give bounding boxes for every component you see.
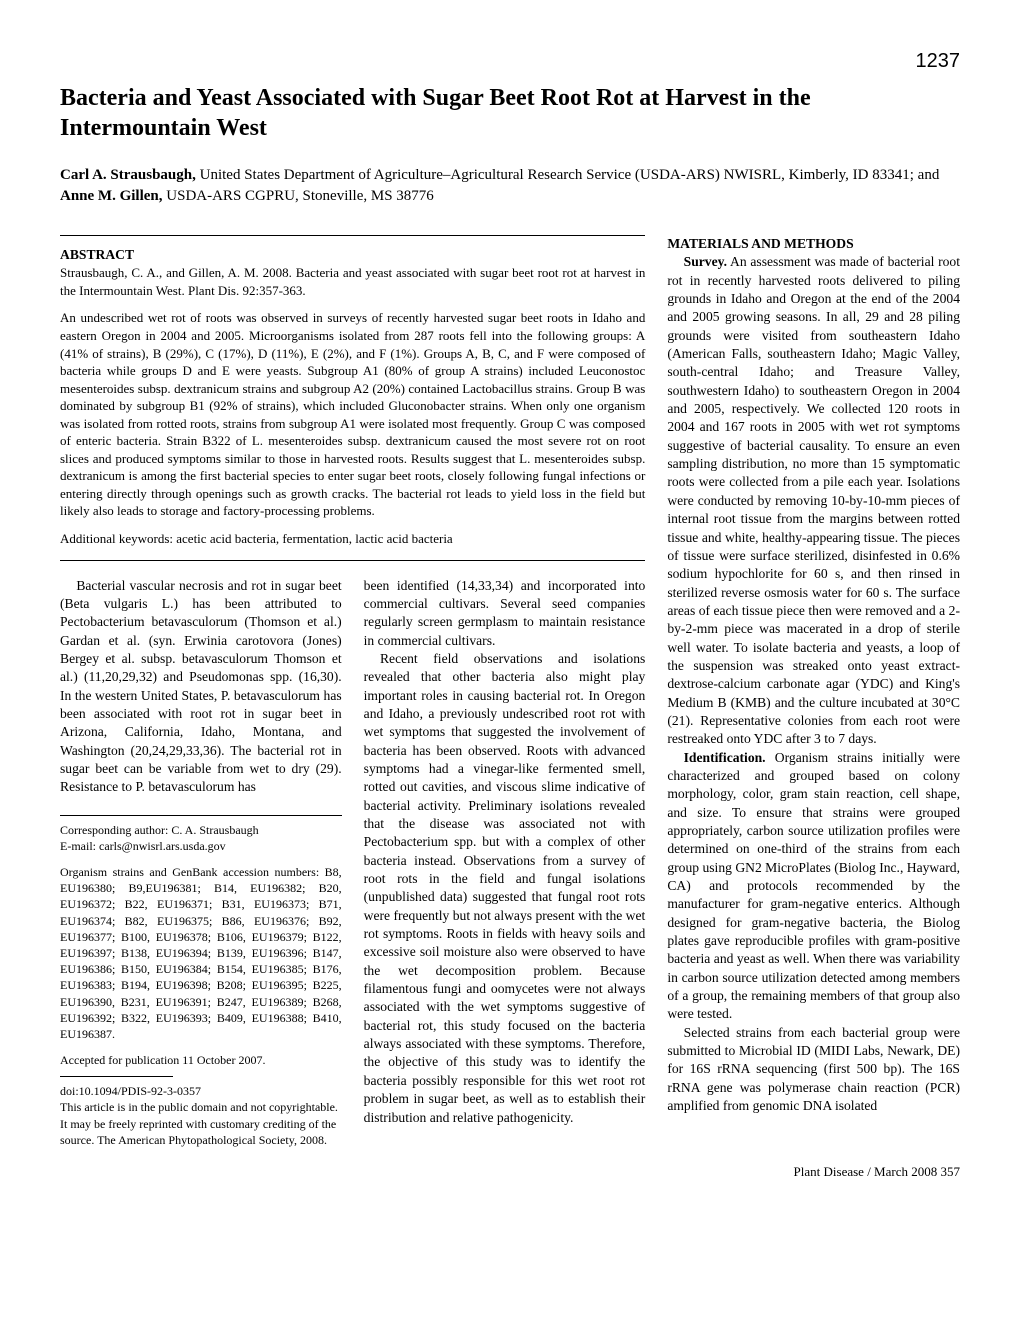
journal-page: 1237 Bacteria and Yeast Associated with … [0,0,1020,1210]
abstract-box: ABSTRACT Strausbaugh, C. A., and Gillen,… [60,235,645,561]
intro-two-col: Bacterial vascular necrosis and rot in s… [60,577,645,1149]
identification-body: Organism strains initially were characte… [667,750,960,1022]
body-columns: ABSTRACT Strausbaugh, C. A., and Gillen,… [60,235,960,1148]
article-title: Bacteria and Yeast Associated with Sugar… [60,83,960,143]
corresponding-author: Corresponding author: C. A. Strausbaugh [60,822,342,838]
accepted-date: Accepted for publication 11 October 2007… [60,1052,342,1068]
rule-bottom [60,560,645,561]
abstract-citation: Strausbaugh, C. A., and Gillen, A. M. 20… [60,264,645,299]
doi: doi:10.1094/PDIS-92-3-0357 [60,1083,342,1099]
intro-para-3: Recent field observations and isolations… [364,650,646,1127]
genbank-accessions: Organism strains and GenBank accession n… [60,864,342,1042]
sequencing-para: Selected strains from each bacterial gro… [667,1024,960,1116]
correspondence-block: Corresponding author: C. A. Strausbaugh … [60,815,342,1148]
survey-body: An assessment was made of bacterial root… [667,254,960,746]
intro-para-1: Bacterial vascular necrosis and rot in s… [60,577,342,797]
authors-block: Carl A. Strausbaugh, United States Depar… [60,165,960,207]
abstract-heading: ABSTRACT [60,246,645,264]
identification-subhead: Identification. [684,750,766,765]
methods-column: MATERIALS AND METHODS Survey. An assessm… [667,235,960,1148]
abstract-body: An undescribed wet rot of roots was obse… [60,309,645,520]
survey-subhead: Survey. [684,254,727,269]
identification-para: Identification. Organism strains initial… [667,749,960,1024]
corresponding-email: E-mail: carls@nwisrl.ars.usda.gov [60,838,342,854]
abstract-keywords: Additional keywords: acetic acid bacteri… [60,530,645,548]
copyright-notice: This article is in the public domain and… [60,1099,342,1148]
intro-para-2: been identified (14,33,34) and incorpora… [364,577,646,650]
page-number-top: 1237 [60,50,960,73]
abstract-and-methods-row: ABSTRACT Strausbaugh, C. A., and Gillen,… [60,235,960,1148]
materials-methods-heading: MATERIALS AND METHODS [667,235,960,253]
survey-para: Survey. An assessment was made of bacter… [667,253,960,748]
page-footer: Plant Disease / March 2008 357 [60,1164,960,1180]
rule-top [60,235,645,236]
